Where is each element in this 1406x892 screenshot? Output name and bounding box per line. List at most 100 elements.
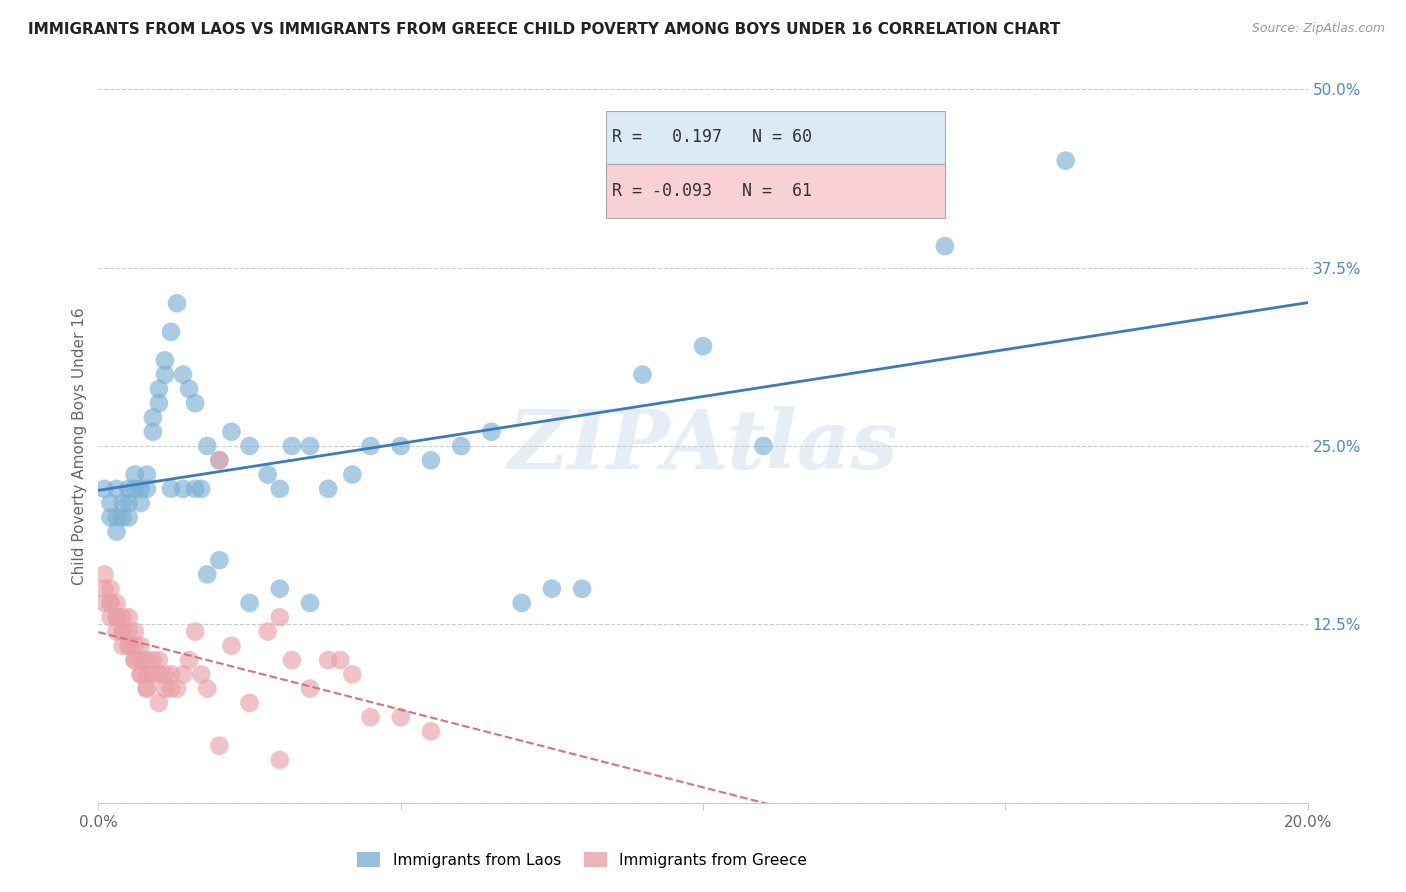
Point	[692, 339, 714, 353]
Point	[184, 396, 207, 410]
Point	[105, 510, 128, 524]
Point	[184, 482, 207, 496]
Point	[111, 639, 134, 653]
Point	[100, 582, 122, 596]
Point	[105, 610, 128, 624]
Point	[93, 582, 115, 596]
Point	[111, 624, 134, 639]
Point	[299, 596, 322, 610]
Point	[179, 653, 201, 667]
Point	[342, 467, 364, 482]
Point	[256, 467, 278, 482]
Point	[172, 368, 194, 382]
Text: ZIPAtlas: ZIPAtlas	[508, 406, 898, 486]
Point	[142, 410, 165, 425]
Point	[195, 567, 218, 582]
Point	[129, 667, 152, 681]
Point	[142, 425, 165, 439]
Point	[135, 667, 157, 681]
Point	[148, 396, 170, 410]
Point	[239, 696, 262, 710]
Point	[118, 610, 141, 624]
Point	[124, 624, 146, 639]
Point	[105, 524, 128, 539]
Point	[481, 425, 503, 439]
Point	[105, 482, 128, 496]
Point	[166, 296, 188, 310]
Point	[100, 610, 122, 624]
Point	[105, 624, 128, 639]
Text: R = -0.093   N =  61: R = -0.093 N = 61	[613, 182, 813, 200]
Point	[135, 681, 157, 696]
Point	[360, 710, 382, 724]
FancyBboxPatch shape	[606, 111, 945, 164]
Point	[208, 739, 231, 753]
Point	[208, 453, 231, 467]
Point	[389, 710, 412, 724]
Point	[129, 496, 152, 510]
Point	[124, 653, 146, 667]
Point	[221, 639, 243, 653]
Point	[342, 667, 364, 681]
Point	[1054, 153, 1077, 168]
Point	[129, 667, 152, 681]
Point	[93, 482, 115, 496]
Point	[129, 482, 152, 496]
Text: IMMIGRANTS FROM LAOS VS IMMIGRANTS FROM GREECE CHILD POVERTY AMONG BOYS UNDER 16: IMMIGRANTS FROM LAOS VS IMMIGRANTS FROM …	[28, 22, 1060, 37]
Point	[148, 667, 170, 681]
Point	[329, 653, 352, 667]
Point	[135, 681, 157, 696]
Point	[105, 610, 128, 624]
Point	[100, 596, 122, 610]
Point	[153, 667, 176, 681]
Point	[934, 239, 956, 253]
Point	[118, 482, 141, 496]
Point	[153, 353, 176, 368]
Point	[239, 439, 262, 453]
Point	[269, 482, 291, 496]
Point	[269, 610, 291, 624]
Point	[124, 467, 146, 482]
Point	[195, 681, 218, 696]
Point	[135, 482, 157, 496]
Point	[195, 439, 218, 453]
Point	[631, 368, 654, 382]
Point	[118, 496, 141, 510]
Point	[208, 453, 231, 467]
Point	[124, 639, 146, 653]
Point	[135, 653, 157, 667]
Point	[269, 753, 291, 767]
Point	[281, 653, 304, 667]
Point	[129, 639, 152, 653]
Point	[111, 496, 134, 510]
Point	[148, 382, 170, 396]
Point	[111, 510, 134, 524]
Point	[100, 496, 122, 510]
Point	[166, 681, 188, 696]
Point	[118, 639, 141, 653]
Legend: Immigrants from Laos, Immigrants from Greece: Immigrants from Laos, Immigrants from Gr…	[352, 846, 813, 873]
FancyBboxPatch shape	[606, 164, 945, 218]
Point	[148, 696, 170, 710]
Point	[360, 439, 382, 453]
Text: R =   0.197   N = 60: R = 0.197 N = 60	[613, 128, 813, 146]
Point	[256, 624, 278, 639]
Point	[124, 653, 146, 667]
Point	[389, 439, 412, 453]
Point	[160, 681, 183, 696]
Point	[153, 368, 176, 382]
Point	[153, 681, 176, 696]
Point	[571, 582, 593, 596]
Point	[540, 582, 562, 596]
Point	[111, 624, 134, 639]
Point	[160, 667, 183, 681]
Point	[221, 425, 243, 439]
Point	[160, 325, 183, 339]
Point	[190, 482, 212, 496]
Point	[316, 653, 339, 667]
Point	[148, 653, 170, 667]
Point	[93, 567, 115, 582]
Point	[93, 596, 115, 610]
Point	[105, 596, 128, 610]
Point	[299, 439, 322, 453]
